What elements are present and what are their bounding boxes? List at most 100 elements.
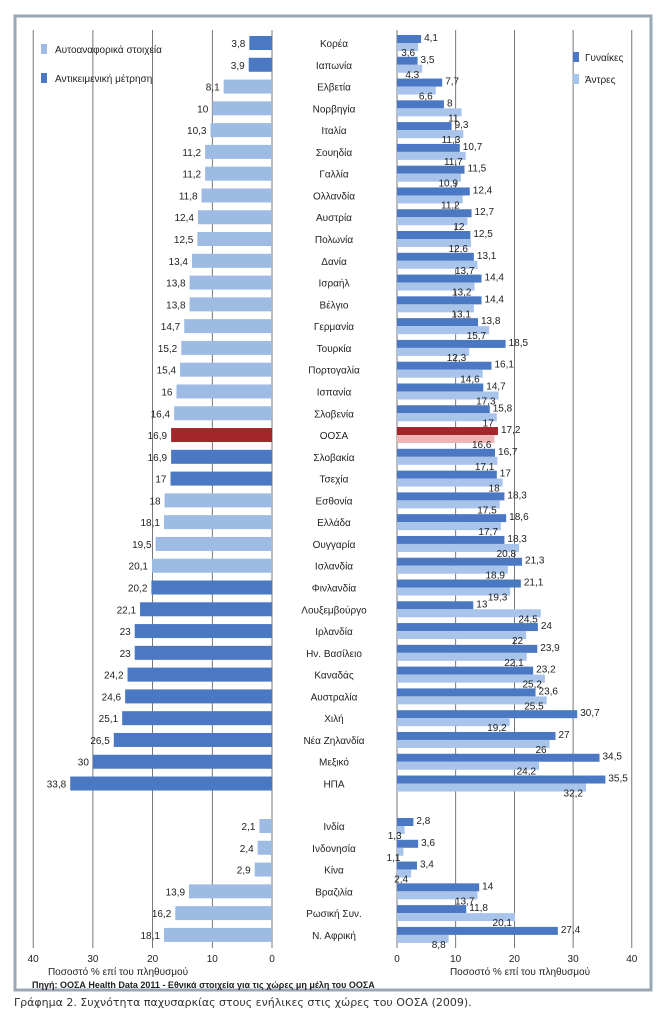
total-value-label: 11,2: [182, 148, 201, 159]
category-label: Ρωσική Συν.: [306, 908, 362, 920]
women-bar: [397, 187, 470, 196]
total-value-label: 15,2: [158, 344, 178, 355]
category-label: Σλοβακία: [313, 452, 354, 464]
women-bar: [397, 318, 479, 327]
category-label: Ελβετία: [317, 82, 351, 94]
women-bar: [397, 274, 482, 283]
category-label: Πορτογαλία: [308, 365, 360, 377]
women-bar: [397, 710, 578, 719]
category-label: Ισραήλ: [319, 278, 350, 290]
total-value-label: 14,7: [161, 322, 181, 333]
women-bar: [397, 926, 558, 935]
women-bar: [397, 122, 452, 131]
source-note: Πηγή: ΟΟΣΑ Health Data 2011 - Εθνικά στο…: [32, 980, 375, 990]
women-value-label: 11,8: [469, 903, 488, 914]
category-label: Μεξικό: [319, 757, 349, 769]
women-bar: [397, 535, 505, 544]
men-bar: [397, 391, 499, 400]
legend-men-label: Άντρες: [585, 75, 616, 86]
total-value-label: 23: [120, 627, 132, 638]
women-value-label: 34,5: [603, 752, 623, 763]
category-label: Κίνα: [324, 865, 344, 877]
total-value-label: 25,1: [99, 714, 119, 725]
total-bar: [212, 101, 272, 116]
category-label: Σουηδία: [316, 147, 353, 159]
total-bar: [151, 580, 272, 595]
women-value-label: 23,2: [536, 665, 556, 676]
total-value-label: 13,8: [166, 279, 186, 290]
total-bar: [205, 166, 272, 181]
men-value-label: 6,6: [419, 92, 433, 103]
women-bar: [397, 601, 474, 610]
total-bar: [201, 188, 272, 203]
women-value-label: 35,5: [608, 774, 628, 785]
total-value-label: 13,8: [166, 300, 186, 311]
men-bar: [397, 652, 527, 661]
women-value-label: 14,4: [485, 273, 505, 284]
men-bar: [397, 674, 545, 683]
men-bar: [397, 543, 520, 552]
total-bar: [92, 754, 273, 769]
men-bar: [397, 130, 464, 139]
men-bar: [397, 913, 515, 922]
total-value-label: 24,2: [104, 671, 124, 682]
legend-women-label: Γυναίκες: [585, 52, 623, 64]
men-value-label: 18: [489, 484, 501, 495]
total-bar: [248, 57, 272, 72]
women-bar: [397, 296, 482, 305]
women-bar: [397, 448, 496, 457]
category-label: Ολλανδία: [313, 190, 355, 202]
men-bar: [397, 565, 508, 574]
category-label: Πολωνία: [315, 234, 353, 246]
women-bar: [397, 100, 444, 109]
women-value-label: 18,3: [507, 534, 527, 545]
total-bar: [171, 449, 272, 464]
women-value-label: 3,5: [421, 55, 435, 66]
women-value-label: 23,6: [539, 686, 559, 697]
total-value-label: 16,4: [151, 409, 171, 420]
category-label: ΟΟΣΑ: [320, 431, 349, 442]
men-bar: [397, 826, 405, 834]
women-value-label: 14,4: [485, 294, 505, 305]
total-value-label: 3,8: [231, 39, 245, 50]
women-bar: [397, 165, 465, 174]
total-value-label: 17: [155, 475, 167, 486]
total-bar: [171, 428, 272, 443]
men-value-label: 11,7: [444, 157, 463, 168]
category-label: Ουγγαρία: [313, 539, 356, 551]
men-bar: [397, 151, 466, 160]
men-bar: [397, 609, 541, 618]
total-bar: [189, 884, 272, 899]
women-bar: [397, 731, 556, 740]
men-value-label: 17,5: [477, 505, 497, 516]
men-value-label: 17,7: [478, 527, 498, 538]
men-value-label: 17: [483, 418, 495, 429]
women-value-label: 21,1: [524, 578, 544, 589]
left-tick-label: 20: [147, 954, 159, 965]
category-label: Χιλή: [324, 713, 343, 725]
total-bar: [259, 819, 272, 833]
men-bar: [397, 282, 475, 291]
men-bar: [397, 239, 471, 248]
category-label: Ινδία: [323, 821, 345, 833]
men-bar: [397, 718, 510, 727]
total-bar: [205, 144, 272, 159]
total-value-label: 10: [197, 104, 209, 115]
total-value-label: 15,4: [157, 366, 177, 377]
men-value-label: 25,2: [522, 680, 542, 691]
men-value-label: 13,2: [452, 288, 472, 299]
women-value-label: 21,3: [525, 556, 545, 567]
women-value-label: 12,7: [475, 207, 495, 218]
category-label: Ιαπωνία: [316, 60, 352, 72]
women-value-label: 17: [500, 469, 512, 480]
total-bar: [176, 384, 272, 399]
total-value-label: 33,8: [47, 780, 67, 791]
category-label: Λουξεμβούργο: [301, 604, 367, 616]
men-value-label: 1,1: [387, 853, 401, 864]
category-label: Ισπανία: [317, 386, 352, 398]
women-bar: [397, 666, 534, 675]
category-label: Γερμανία: [314, 321, 354, 333]
total-value-label: 18: [149, 496, 161, 507]
women-value-label: 10,7: [463, 142, 483, 153]
total-value-label: 20,2: [128, 584, 148, 595]
